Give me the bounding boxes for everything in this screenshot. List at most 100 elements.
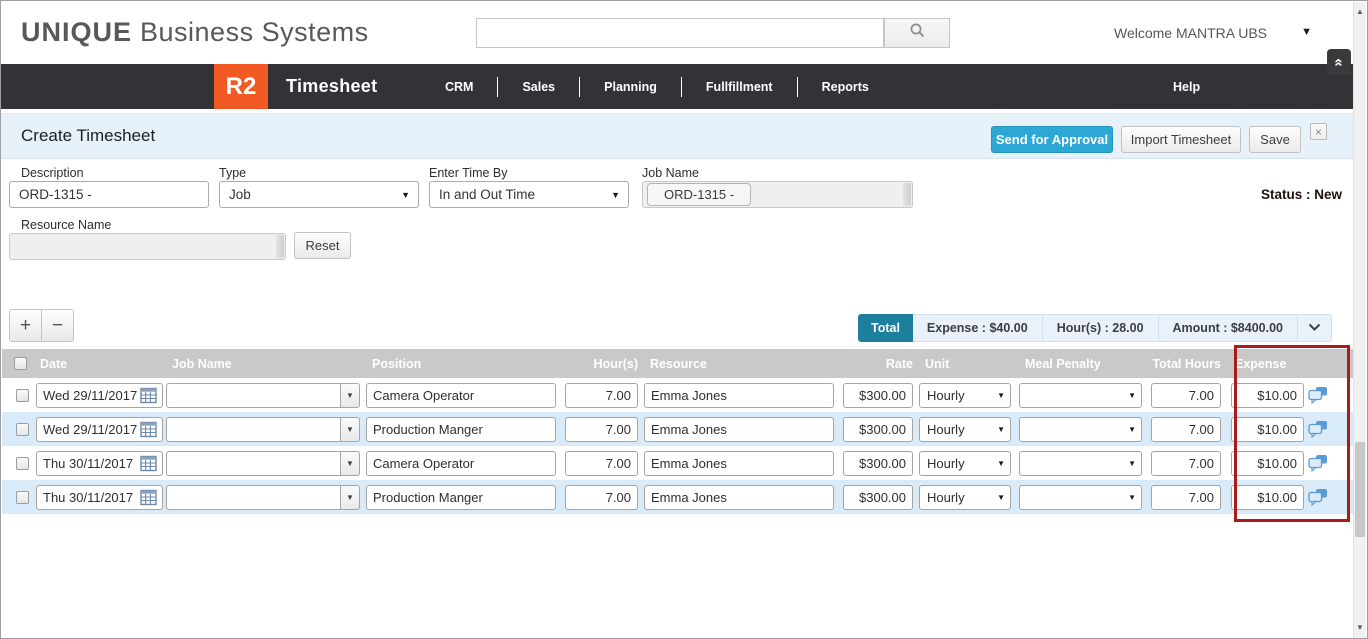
total-hours-input[interactable] [1151, 416, 1221, 442]
row-checkbox[interactable] [16, 388, 29, 402]
status-badge: Status : New [1261, 187, 1343, 202]
total-hours-input[interactable] [1151, 484, 1221, 510]
send-for-approval-button[interactable]: Send for Approval [991, 126, 1113, 153]
save-button[interactable]: Save [1249, 126, 1301, 153]
hours-input[interactable] [565, 416, 638, 442]
totals-tab-total[interactable]: Total [857, 314, 913, 342]
hours-input[interactable] [565, 382, 638, 408]
comment-icon[interactable] [1308, 454, 1328, 472]
header-rate: Rate [885, 356, 913, 371]
job-name-select[interactable]: ▼ [166, 484, 360, 510]
nav-item-sales[interactable]: Sales [522, 79, 556, 94]
meal-penalty-select[interactable]: ▼ [1019, 382, 1142, 408]
resource-input[interactable] [644, 416, 834, 442]
date-input[interactable] [36, 484, 163, 510]
row-checkbox[interactable] [16, 490, 29, 504]
scroll-down-arrow-icon[interactable]: ▼ [1356, 623, 1364, 632]
vertical-scrollbar[interactable]: ▲ ▼ [1353, 2, 1366, 638]
enter-time-by-select[interactable]: In and Out Time ▼ [429, 181, 629, 208]
scroll-up-arrow-icon[interactable]: ▲ [1356, 7, 1364, 16]
unit-select[interactable]: Hourly ▼ [919, 382, 1011, 408]
rate-input[interactable] [843, 450, 913, 476]
type-label: Type [219, 166, 247, 180]
meal-penalty-select[interactable]: ▼ [1019, 416, 1142, 442]
chevron-down-icon: ▼ [346, 492, 354, 502]
header-job-name: Job Name [172, 356, 232, 371]
date-input[interactable] [36, 416, 163, 442]
comment-icon[interactable] [1308, 488, 1328, 506]
chevron-down-icon [1308, 321, 1321, 335]
unit-select[interactable]: Hourly ▼ [919, 484, 1011, 510]
user-menu-caret-icon[interactable]: ▼ [1301, 26, 1312, 38]
global-search-input[interactable] [476, 18, 884, 48]
meal-penalty-select[interactable]: ▼ [1019, 484, 1142, 510]
job-name-select[interactable]: ▼ [166, 416, 360, 442]
remove-row-button[interactable]: − [41, 309, 74, 342]
rate-input[interactable] [843, 416, 913, 442]
unit-select-value: Hourly [927, 489, 965, 505]
position-input[interactable] [366, 484, 556, 510]
resource-input[interactable] [644, 382, 834, 408]
position-input[interactable] [366, 416, 556, 442]
totals-bar: Total Expense : $40.00 Hour(s) : 28.00 A… [857, 314, 1332, 342]
job-name-select[interactable]: ▼ [166, 382, 360, 408]
calendar-icon[interactable] [140, 421, 157, 438]
unit-select[interactable]: Hourly ▼ [919, 450, 1011, 476]
hours-input[interactable] [565, 484, 638, 510]
add-row-button[interactable]: + [9, 309, 42, 342]
resource-input[interactable] [644, 450, 834, 476]
dropdown-button[interactable]: ▼ [340, 484, 360, 510]
position-input[interactable] [366, 382, 556, 408]
row-checkbox[interactable] [16, 456, 29, 470]
dropdown-button[interactable]: ▼ [340, 416, 360, 442]
comment-icon[interactable] [1308, 420, 1328, 438]
chevron-down-icon: ▼ [346, 390, 354, 400]
unit-select[interactable]: Hourly ▼ [919, 416, 1011, 442]
nav-item-planning[interactable]: Planning [604, 79, 657, 94]
total-hours-input[interactable] [1151, 450, 1221, 476]
dropdown-button[interactable]: ▼ [340, 450, 360, 476]
scrollbar-thumb[interactable] [1355, 442, 1365, 537]
job-name-chip[interactable]: ORD-1315 - [647, 183, 752, 206]
reset-button[interactable]: Reset [294, 232, 351, 259]
header-unit: Unit [925, 356, 950, 371]
expense-input[interactable] [1231, 484, 1304, 510]
job-name-select[interactable]: ▼ [166, 450, 360, 476]
rate-input[interactable] [843, 382, 913, 408]
hours-input[interactable] [565, 450, 638, 476]
search-button[interactable] [884, 18, 950, 48]
type-select[interactable]: Job ▼ [219, 181, 419, 208]
grid-toolbar: + − Total Expense : $40.00 Hour(s) : 28.… [1, 307, 1355, 347]
calendar-icon[interactable] [140, 455, 157, 472]
description-input[interactable] [9, 181, 209, 208]
import-timesheet-button[interactable]: Import Timesheet [1121, 126, 1241, 153]
nav-item-fullfillment[interactable]: Fullfillment [705, 79, 773, 94]
date-input[interactable] [36, 450, 163, 476]
nav-separator [680, 76, 682, 97]
field-grip [903, 183, 911, 206]
position-input[interactable] [366, 450, 556, 476]
total-hours-input[interactable] [1151, 382, 1221, 408]
totals-amount: Amount : $8400.00 [1158, 314, 1298, 342]
expense-input[interactable] [1231, 450, 1304, 476]
enter-time-by-value: In and Out Time [439, 187, 536, 202]
collapse-header-button[interactable]: « [1327, 49, 1351, 75]
expense-input[interactable] [1231, 416, 1304, 442]
select-all-checkbox[interactable] [14, 357, 27, 370]
dropdown-button[interactable]: ▼ [340, 382, 360, 408]
meal-penalty-select[interactable]: ▼ [1019, 450, 1142, 476]
rate-input[interactable] [843, 484, 913, 510]
nav-item-help[interactable]: Help [1173, 79, 1201, 94]
comment-icon[interactable] [1308, 386, 1328, 404]
row-checkbox[interactable] [16, 422, 29, 436]
r2-brand-logo[interactable]: R2 [214, 64, 268, 109]
resource-input[interactable] [644, 484, 834, 510]
date-input[interactable] [36, 382, 163, 408]
calendar-icon[interactable] [140, 387, 157, 404]
close-button[interactable]: × [1310, 123, 1327, 140]
nav-item-reports[interactable]: Reports [821, 79, 869, 94]
expense-input[interactable] [1231, 382, 1304, 408]
totals-expand-button[interactable] [1298, 314, 1332, 342]
calendar-icon[interactable] [140, 489, 157, 506]
nav-item-crm[interactable]: CRM [445, 79, 474, 94]
